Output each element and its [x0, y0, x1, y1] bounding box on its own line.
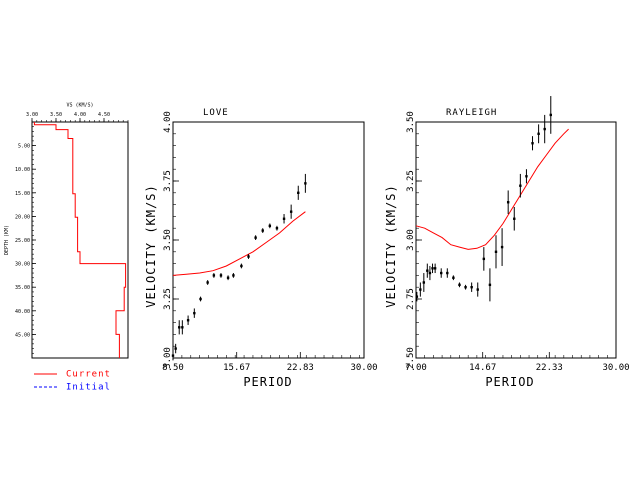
love-y-tick-label: 4.00 — [163, 111, 173, 133]
love-observed-point — [206, 281, 209, 284]
rayleigh-y-axis-label: VELOCITY (KM/S) — [384, 184, 398, 307]
rayleigh-observed-point — [506, 201, 510, 204]
profile-x-axis-label: VS (KM/S) — [66, 103, 93, 109]
rayleigh-observed-point — [446, 271, 449, 275]
love-x-axis-label: PERIOD — [243, 375, 292, 389]
love-x-tick-label: 8.50 — [162, 363, 184, 373]
rayleigh-observed-point — [464, 286, 467, 289]
rayleigh-y-tick-label: 3.25 — [406, 170, 416, 192]
love-observed-point — [282, 217, 286, 220]
love-observed-point — [171, 354, 175, 357]
love-x-tick-label: 22.83 — [287, 363, 314, 373]
profile-y-tick-label: 40.00 — [15, 309, 30, 315]
rayleigh-x-tick-label: 30.00 — [602, 363, 629, 373]
love-current-curve — [172, 211, 306, 276]
love-observed-point — [219, 274, 223, 277]
love-observed-point — [178, 326, 181, 329]
rayleigh-observed-point — [415, 295, 419, 298]
rayleigh-dispersion-panel: RAYLEIGH PERIOD VELOCITY (KM/S) 2.50 2.75… — [384, 96, 630, 389]
love-observed-point — [254, 236, 257, 239]
rayleigh-y-tick-label: 3.00 — [406, 229, 416, 251]
rayleigh-observed-point — [543, 127, 546, 131]
love-observed-point — [232, 274, 235, 277]
legend: Current Initial — [34, 370, 111, 393]
love-observed-point — [240, 264, 243, 268]
love-y-tick-label: 3.75 — [163, 170, 173, 192]
love-y-tick-label: 3.25 — [163, 288, 173, 310]
rayleigh-observed-point — [422, 281, 426, 284]
love-dispersion-panel: LOVE PERIOD VELOCITY (KM/S) 3.00 3.25 3.50… — [144, 108, 378, 389]
rayleigh-observed-point — [531, 142, 534, 145]
rayleigh-x-tick-label: 14.67 — [469, 363, 496, 373]
love-observed-point — [193, 311, 196, 315]
rayleigh-observed-point — [426, 269, 429, 272]
love-observed-point — [289, 210, 293, 213]
rayleigh-observed-point — [482, 257, 486, 261]
rayleigh-observed-point — [431, 267, 434, 270]
rayleigh-x-tick-label: 7.00 — [405, 363, 427, 373]
profile-y-tick-label: 15.00 — [15, 191, 30, 197]
love-observed-point — [212, 274, 216, 277]
love-observed-point — [199, 297, 202, 301]
rayleigh-observed-point — [419, 288, 422, 291]
profile-current-line — [33, 122, 127, 358]
rayleigh-observed-point — [440, 271, 443, 275]
love-observed-point — [268, 224, 272, 228]
rayleigh-y-tick-label: 2.75 — [406, 288, 416, 310]
rayleigh-current-curve — [415, 128, 569, 250]
rayleigh-observed-point — [470, 286, 473, 289]
profile-x-tick-label: 3.50 — [50, 112, 62, 118]
rayleigh-observed-point — [500, 245, 504, 249]
love-observed-point — [174, 347, 177, 350]
love-observed-point — [181, 326, 184, 329]
love-x-tick-label: 15.67 — [223, 363, 250, 373]
love-observed-point — [226, 276, 230, 279]
rayleigh-observed-point — [525, 175, 528, 178]
profile-x-tick-label: 4.50 — [98, 112, 110, 118]
profile-y-tick-label: 25.00 — [15, 238, 30, 244]
love-y-axis-label: VELOCITY (KM/S) — [144, 184, 158, 307]
rayleigh-observed-point — [488, 283, 492, 287]
profile-y-tick-label: 45.00 — [15, 332, 30, 338]
rayleigh-observed-point — [549, 113, 552, 117]
rayleigh-x-axis-label: PERIOD — [485, 375, 534, 389]
profile-y-tick-label: 20.00 — [15, 214, 30, 220]
rayleigh-y-tick-label: 2.50 — [406, 347, 416, 369]
rayleigh-y-tick-label: 3.50 — [406, 111, 416, 133]
love-observed-point — [186, 319, 190, 322]
rayleigh-observed-point — [494, 250, 498, 253]
love-observed-point — [247, 255, 250, 258]
rayleigh-observed-point — [513, 217, 516, 220]
rayleigh-observed-point — [476, 288, 479, 291]
profile-x-tick-label: 3.00 — [26, 112, 38, 118]
profile-y-tick-label: 5.00 — [18, 144, 30, 150]
rayleigh-observed-point — [433, 267, 437, 270]
love-observed-point — [297, 191, 300, 194]
rayleigh-observed-point — [537, 132, 540, 135]
legend-current-label: Current — [66, 370, 111, 380]
rayleigh-x-tick-label: 22.33 — [536, 363, 563, 373]
love-y-tick-label: 3.00 — [163, 347, 173, 369]
profile-y-tick-label: 35.00 — [15, 285, 30, 291]
profile-x-tick-label: 4.00 — [74, 112, 86, 118]
rayleigh-observed-point — [428, 271, 432, 275]
love-title: LOVE — [203, 108, 229, 118]
profile-y-tick-label: 10.00 — [15, 167, 30, 173]
love-observed-point — [304, 182, 307, 185]
profile-y-tick-label: 30.00 — [15, 262, 30, 268]
rayleigh-title: RAYLEIGH — [446, 108, 497, 118]
love-y-tick-label: 3.50 — [163, 229, 173, 251]
rayleigh-observed-point — [452, 276, 455, 279]
love-observed-point — [261, 229, 264, 232]
profile-y-axis-label: DEPTH (KM) — [4, 225, 10, 255]
rayleigh-observed-point — [519, 184, 522, 187]
velocity-profile-panel: VS (KM/S) DEPTH (KM) 3.00 3.50 4.00 4.50 5.0… — [4, 103, 129, 359]
legend-initial-label: Initial — [66, 383, 111, 393]
love-x-tick-label: 30.00 — [350, 363, 377, 373]
rayleigh-observed-point — [458, 283, 461, 287]
love-observed-point — [275, 227, 279, 230]
